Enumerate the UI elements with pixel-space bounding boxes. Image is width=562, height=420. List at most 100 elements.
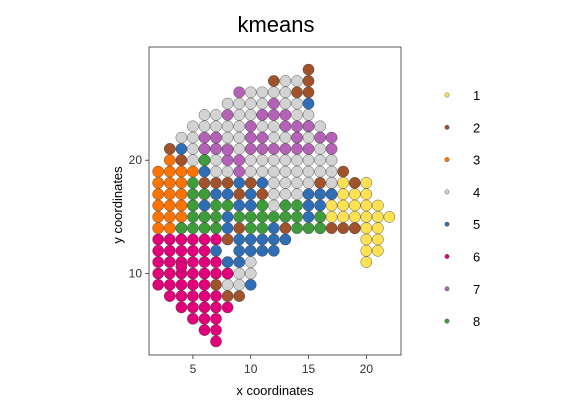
point-cluster-4: [267, 188, 280, 200]
point-cluster-3: [163, 177, 176, 189]
point-cluster-6: [175, 278, 188, 291]
point-cluster-8: [187, 211, 199, 223]
point-cluster-3: [175, 199, 188, 212]
point-cluster-4: [187, 131, 199, 144]
point-cluster-8: [279, 211, 292, 223]
point-cluster-8: [221, 199, 234, 212]
point-cluster-4: [279, 75, 292, 87]
point-cluster-4: [302, 165, 315, 178]
point-cluster-8: [210, 211, 222, 223]
point-cluster-4: [175, 131, 188, 144]
legend-key-1: [444, 92, 450, 98]
point-cluster-8: [198, 154, 211, 166]
legend-label-3: 3: [473, 153, 480, 168]
point-cluster-3: [175, 177, 188, 189]
point-cluster-5: [279, 233, 292, 246]
legend-label-2: 2: [473, 120, 480, 135]
point-cluster-3: [152, 211, 164, 223]
point-cluster-6: [221, 267, 234, 280]
point-cluster-1: [348, 199, 361, 212]
point-cluster-4: [187, 154, 199, 166]
point-cluster-8: [267, 211, 280, 223]
point-cluster-7: [256, 143, 269, 155]
point-cluster-8: [210, 222, 222, 234]
point-cluster-4: [210, 109, 222, 121]
point-cluster-3: [175, 165, 188, 178]
point-cluster-4: [244, 267, 257, 280]
point-cluster-4: [244, 86, 257, 99]
point-cluster-5: [256, 244, 269, 257]
point-cluster-6: [152, 267, 164, 280]
point-cluster-5: [325, 188, 338, 200]
point-cluster-1: [348, 188, 361, 200]
point-cluster-4: [267, 177, 280, 189]
legend-label-1: 1: [473, 88, 480, 103]
point-cluster-6: [187, 233, 199, 246]
point-cluster-7: [314, 131, 326, 144]
point-cluster-7: [198, 143, 211, 155]
point-cluster-4: [279, 165, 292, 178]
point-cluster-6: [210, 301, 222, 314]
point-cluster-3: [152, 177, 164, 189]
point-cluster-2: [175, 154, 188, 166]
point-cluster-6: [198, 256, 211, 268]
point-cluster-8: [256, 199, 269, 212]
point-cluster-2: [348, 222, 361, 234]
point-cluster-5: [210, 188, 222, 200]
point-cluster-8: [198, 211, 211, 223]
plot-area: [148, 46, 402, 356]
point-cluster-5: [233, 199, 245, 212]
point-cluster-5: [233, 244, 245, 257]
y-tick-label: 10: [129, 266, 143, 280]
point-cluster-4: [221, 120, 234, 133]
point-cluster-4: [325, 165, 338, 178]
point-cluster-8: [187, 222, 199, 234]
point-cluster-2: [163, 143, 176, 155]
point-cluster-2: [256, 188, 269, 200]
point-cluster-7: [302, 143, 315, 155]
legend-key-5: [444, 221, 450, 227]
point-cluster-8: [279, 199, 292, 212]
point-cluster-7: [210, 131, 222, 144]
point-cluster-7: [198, 131, 211, 144]
point-cluster-4: [233, 143, 245, 155]
point-cluster-7: [233, 165, 245, 178]
point-cluster-7: [221, 154, 234, 166]
point-cluster-3: [163, 211, 176, 223]
point-cluster-4: [221, 278, 234, 291]
point-cluster-5: [244, 244, 257, 257]
point-cluster-4: [244, 256, 257, 268]
point-cluster-4: [267, 120, 280, 133]
point-cluster-5: [221, 188, 234, 200]
legend-key-8: [444, 318, 450, 324]
point-cluster-2: [210, 177, 222, 189]
point-cluster-4: [187, 120, 199, 133]
x-tick-label: 15: [302, 362, 316, 376]
point-cluster-3: [163, 188, 176, 200]
point-cluster-4: [210, 165, 222, 178]
point-cluster-5: [221, 222, 234, 234]
y-tick-label: 20: [129, 153, 143, 167]
point-cluster-5: [302, 211, 315, 223]
point-cluster-8: [291, 222, 303, 234]
point-cluster-4: [279, 188, 292, 200]
point-cluster-3: [163, 199, 176, 212]
point-cluster-4: [267, 154, 280, 166]
point-cluster-6: [152, 256, 164, 268]
point-cluster-1: [325, 199, 338, 212]
point-cluster-6: [163, 256, 176, 268]
point-cluster-6: [175, 233, 188, 246]
point-cluster-8: [256, 222, 269, 234]
point-cluster-4: [291, 75, 303, 87]
point-cluster-2: [348, 177, 361, 189]
point-cluster-1: [360, 199, 373, 212]
point-cluster-1: [337, 211, 350, 223]
point-cluster-6: [221, 301, 234, 314]
point-cluster-6: [187, 301, 199, 314]
point-cluster-6: [210, 267, 222, 280]
point-cluster-6: [198, 290, 211, 302]
point-cluster-3: [187, 165, 199, 178]
point-cluster-4: [291, 97, 303, 110]
point-cluster-5: [198, 165, 211, 178]
point-cluster-1: [360, 222, 373, 234]
